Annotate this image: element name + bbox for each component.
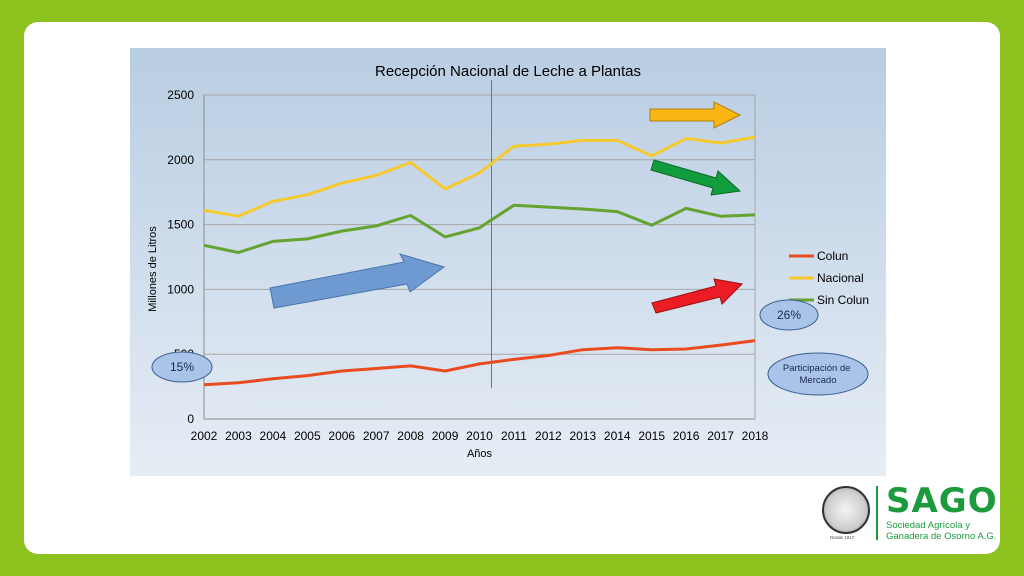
x-tick-label: 2003 (225, 429, 252, 443)
x-tick-label: 2011 (501, 429, 527, 443)
x-tick-label: 2007 (363, 429, 390, 443)
x-tick-label: 2014 (604, 429, 631, 443)
seal-logo-icon (822, 486, 870, 534)
share-caption-oval (767, 352, 869, 396)
series-line-nacional (203, 135, 756, 218)
x-tick-label: 2012 (535, 429, 562, 443)
x-tick-label: 2006 (328, 429, 355, 443)
x-tick-label: 2017 (707, 429, 734, 443)
x-tick-label: 2005 (294, 429, 321, 443)
share-end-label: 26% (777, 308, 801, 322)
x-tick-label: 2013 (569, 429, 596, 443)
x-tick-label: 2016 (673, 429, 700, 443)
y-axis-label: Millones de Litros (147, 226, 159, 312)
chart-title: Recepción Nacional de Leche a Plantas (375, 63, 641, 80)
x-axis-label: Años (467, 448, 493, 460)
milk-reception-chart: Recepción Nacional de Leche a Plantas 05… (130, 48, 886, 476)
brand-subtitle-line1: Sociedad Agrícola y (886, 520, 970, 531)
x-tick-label: 2008 (397, 429, 424, 443)
y-tick-label: 1000 (167, 282, 194, 296)
share-caption-label: Participación de Mercado (783, 363, 853, 386)
x-tick-label: 2015 (638, 429, 665, 443)
legend-label: Colun (817, 249, 848, 263)
trend-arrow-yellow (649, 101, 742, 129)
brand-subtitle-line2: Ganadera de Osorno A.G. (886, 531, 997, 542)
chart-background (130, 48, 886, 476)
share-oval-end (759, 299, 819, 331)
x-tick-label: 2002 (191, 429, 218, 443)
x-tick-label: 2004 (260, 429, 287, 443)
series-line-sin-colun (203, 203, 756, 254)
legend-label: Sin Colun (817, 293, 869, 307)
slide: Recepción Nacional de Leche a Plantas 05… (24, 22, 1000, 554)
trend-arrow-blue (269, 253, 446, 309)
series-line-colun (203, 339, 756, 387)
y-tick-label: 1500 (167, 218, 194, 232)
brand-subtitle: Sociedad Agrícola y Ganadera de Osorno A… (886, 520, 1006, 542)
x-tick-label: 2018 (742, 429, 769, 443)
seal-caption: Desde 1917 (830, 535, 855, 540)
brand-name: SAGO (886, 481, 998, 521)
x-tick-label: 2010 (466, 429, 493, 443)
y-tick-label: 0 (187, 412, 194, 426)
y-tick-label: 2500 (167, 88, 194, 102)
share-start-label: 15% (170, 360, 194, 374)
trend-arrow-green (650, 159, 742, 196)
y-tick-label: 2000 (167, 153, 194, 167)
legend-label: Nacional (817, 271, 864, 285)
x-tick-label: 2009 (432, 429, 459, 443)
brand-divider (876, 486, 878, 540)
share-oval-start (151, 351, 213, 383)
trend-arrow-red (651, 278, 744, 314)
